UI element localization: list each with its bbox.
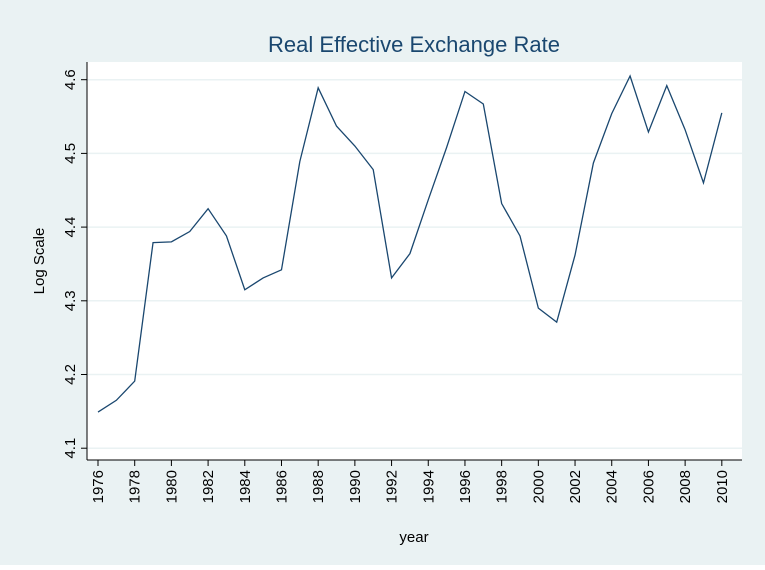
x-tick-label: 2008 [677,470,694,503]
y-tick-label: 4.2 [62,364,79,385]
x-tick-label: 2000 [530,470,547,503]
x-tick-label: 1984 [237,470,254,503]
x-tick-label: 1990 [347,470,364,503]
x-tick-label: 1998 [494,470,511,503]
x-tick-label: 1988 [310,470,327,503]
x-tick-label: 2010 [714,470,731,503]
y-tick-label: 4.3 [62,290,79,311]
line [97,74,723,413]
x-tick-label: 1978 [127,470,144,503]
x-tick-label: 1996 [457,470,474,503]
x-tick-label: 1976 [90,470,107,503]
y-tick-label: 4.4 [62,217,79,238]
y-axis-label: Log Scale [31,228,48,295]
plot-area [87,62,742,460]
x-tick-label: 1982 [200,470,217,503]
x-axis-label: year [399,529,428,546]
y-tick-label: 4.6 [62,69,79,90]
x-tick-label: 1992 [384,470,401,503]
y-tick-label: 4.1 [62,438,79,459]
y-tick-label: 4.5 [62,143,79,164]
x-tick-label: 1980 [163,470,180,503]
x-tick-label: 1994 [420,470,437,503]
x-tick-label: 2006 [640,470,657,503]
chart-title: Real Effective Exchange Rate [268,32,560,57]
x-tick-label: 2004 [604,470,621,503]
x-tick-label: 2002 [567,470,584,503]
x-tick-label: 1986 [273,470,290,503]
